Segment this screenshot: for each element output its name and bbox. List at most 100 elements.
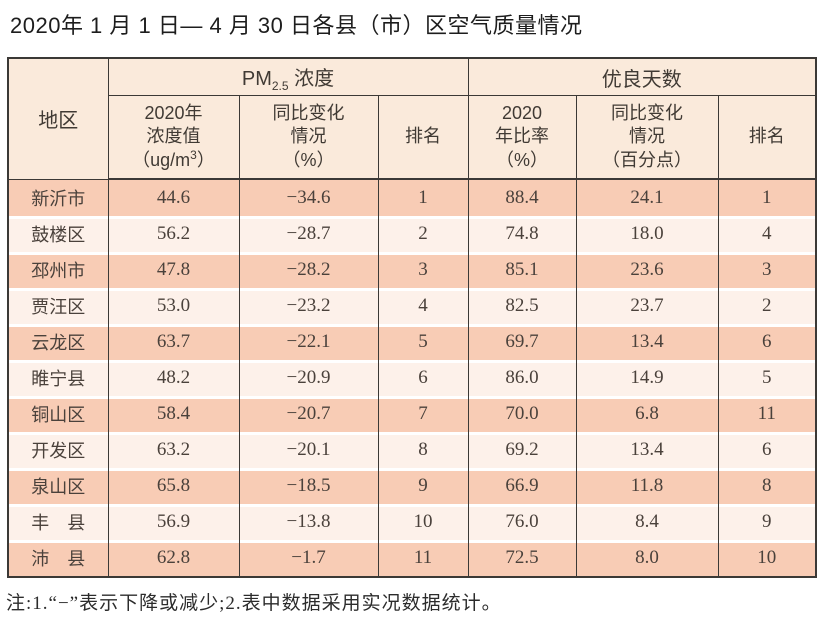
ratio-cell: 82.5	[467, 288, 577, 324]
region-cell: 铜山区	[7, 396, 109, 432]
region-cell: 邳州市	[7, 252, 109, 288]
ratio-cell: 88.4	[467, 179, 577, 216]
table-row: 贾汪区 53.0 −23.2 4 82.5 23.7 2	[7, 288, 817, 324]
pm25-label-suffix: 浓度	[288, 67, 335, 90]
region-cell: 新沂市	[7, 179, 109, 216]
ratio-cell: 69.7	[467, 324, 577, 360]
air-quality-table: 地区 PM2.5 浓度 优良天数 2020年 浓度值 （ug/m3） 同比变化 …	[7, 57, 818, 578]
ratio-change-cell: 8.0	[575, 540, 719, 577]
pm-value-cell: 63.7	[107, 324, 240, 360]
table-row: 云龙区 63.7 −22.1 5 69.7 13.4 6	[7, 324, 817, 360]
days-rank-cell: 4	[717, 216, 817, 252]
pm-rank-cell: 2	[377, 216, 469, 252]
pm-value-cell: 44.6	[107, 179, 240, 216]
ratio-change-cell: 8.4	[575, 504, 719, 540]
days-rank-cell: 11	[717, 396, 817, 432]
pm-change-cell: −20.7	[238, 396, 379, 432]
days-rank-cell: 9	[717, 504, 817, 540]
pm-rank-cell: 8	[377, 432, 469, 468]
pm-rank-cell: 9	[377, 468, 469, 504]
header-pm-value: 2020年 浓度值 （ug/m3）	[107, 95, 240, 180]
pm-value-cell: 56.2	[107, 216, 240, 252]
region-cell: 泉山区	[7, 468, 109, 504]
pm-rank-cell: 4	[377, 288, 469, 324]
table-row: 沛 县 62.8 −1.7 11 72.5 8.0 10	[7, 540, 817, 577]
region-cell: 贾汪区	[7, 288, 109, 324]
pm25-label-prefix: PM	[241, 67, 272, 90]
ratio-change-cell: 11.8	[575, 468, 719, 504]
ratio-cell: 69.2	[467, 432, 577, 468]
ratio-cell: 76.0	[467, 504, 577, 540]
header-good-ratio: 2020 年比率 （%）	[467, 95, 577, 180]
days-rank-cell: 10	[717, 540, 817, 577]
pm25-label-subscript: 2.5	[271, 78, 289, 93]
region-cell: 丰 县	[7, 504, 109, 540]
pm-value-cell: 58.4	[107, 396, 240, 432]
days-rank-cell: 5	[717, 360, 817, 396]
region-cell: 沛 县	[7, 540, 109, 577]
header-good-change: 同比变化 情况 （百分点）	[575, 95, 719, 180]
page-title: 2020年 1 月 1 日— 4 月 30 日各县（市）区空气质量情况	[10, 13, 583, 38]
table-row: 泉山区 65.8 −18.5 9 66.9 11.8 8	[7, 468, 817, 504]
pm-change-cell: −23.2	[238, 288, 379, 324]
pm-rank-cell: 6	[377, 360, 469, 396]
header-group-good-days: 优良天数	[467, 58, 817, 96]
pm-change-cell: −28.2	[238, 252, 379, 288]
pm-change-cell: −34.6	[238, 179, 379, 216]
table-row: 邳州市 47.8 −28.2 3 85.1 23.6 3	[7, 252, 817, 288]
pm-value-cell: 47.8	[107, 252, 240, 288]
days-rank-cell: 3	[717, 252, 817, 288]
ratio-cell: 70.0	[467, 396, 577, 432]
table-row: 鼓楼区 56.2 −28.7 2 74.8 18.0 4	[7, 216, 817, 252]
pm-change-cell: −18.5	[238, 468, 379, 504]
days-rank-cell: 6	[717, 324, 817, 360]
region-cell: 云龙区	[7, 324, 109, 360]
days-rank-cell: 8	[717, 468, 817, 504]
ratio-change-cell: 18.0	[575, 216, 719, 252]
header-group-row: 地区 PM2.5 浓度 优良天数	[7, 58, 817, 180]
table-row: 新沂市 44.6 −34.6 1 88.4 24.1 1	[7, 179, 817, 216]
pm-rank-cell: 7	[377, 396, 469, 432]
pm-rank-cell: 11	[377, 540, 469, 577]
region-cell: 睢宁县	[7, 360, 109, 396]
ratio-cell: 86.0	[467, 360, 577, 396]
pm-change-cell: −1.7	[238, 540, 379, 577]
pm-change-cell: −28.7	[238, 216, 379, 252]
pm-value-cell: 62.8	[107, 540, 240, 577]
pm-rank-cell: 10	[377, 504, 469, 540]
ratio-change-cell: 6.8	[575, 396, 719, 432]
pm-value-cell: 53.0	[107, 288, 240, 324]
pm-value-cell: 48.2	[107, 360, 240, 396]
header-pm-change: 同比变化 情况 （%）	[238, 95, 379, 180]
region-cell: 鼓楼区	[7, 216, 109, 252]
header-group-pm25: PM2.5 浓度	[107, 58, 469, 96]
ratio-change-cell: 24.1	[575, 179, 719, 216]
pm-rank-cell: 3	[377, 252, 469, 288]
header-sub-row: 2020年 浓度值 （ug/m3） 同比变化 情况 （%） 排名 2020 年比…	[8, 95, 817, 180]
pm-change-cell: −13.8	[238, 504, 379, 540]
ratio-change-cell: 13.4	[575, 324, 719, 360]
days-rank-cell: 6	[717, 432, 817, 468]
footnote: 注:1.“−”表示下降或减少;2.表中数据采用实况数据统计。	[6, 593, 502, 614]
pm-value-cell: 63.2	[107, 432, 240, 468]
days-rank-cell: 1	[717, 179, 817, 216]
table-row: 丰 县 56.9 −13.8 10 76.0 8.4 9	[7, 504, 817, 540]
pm-change-cell: −20.9	[238, 360, 379, 396]
days-rank-cell: 2	[717, 288, 817, 324]
ratio-change-cell: 23.6	[575, 252, 719, 288]
pm-change-cell: −22.1	[238, 324, 379, 360]
table-row: 铜山区 58.4 −20.7 7 70.0 6.8 11	[7, 396, 817, 432]
table-row: 睢宁县 48.2 −20.9 6 86.0 14.9 5	[7, 360, 817, 396]
header-good-rank: 排名	[717, 95, 817, 180]
pm-rank-cell: 5	[377, 324, 469, 360]
region-cell: 开发区	[7, 432, 109, 468]
table-row: 开发区 63.2 −20.1 8 69.2 13.4 6	[7, 432, 817, 468]
ratio-change-cell: 14.9	[575, 360, 719, 396]
pm-value-cell: 65.8	[107, 468, 240, 504]
ratio-change-cell: 13.4	[575, 432, 719, 468]
ratio-cell: 74.8	[467, 216, 577, 252]
ratio-cell: 66.9	[467, 468, 577, 504]
pm-value-cell: 56.9	[107, 504, 240, 540]
ratio-change-cell: 23.7	[575, 288, 719, 324]
